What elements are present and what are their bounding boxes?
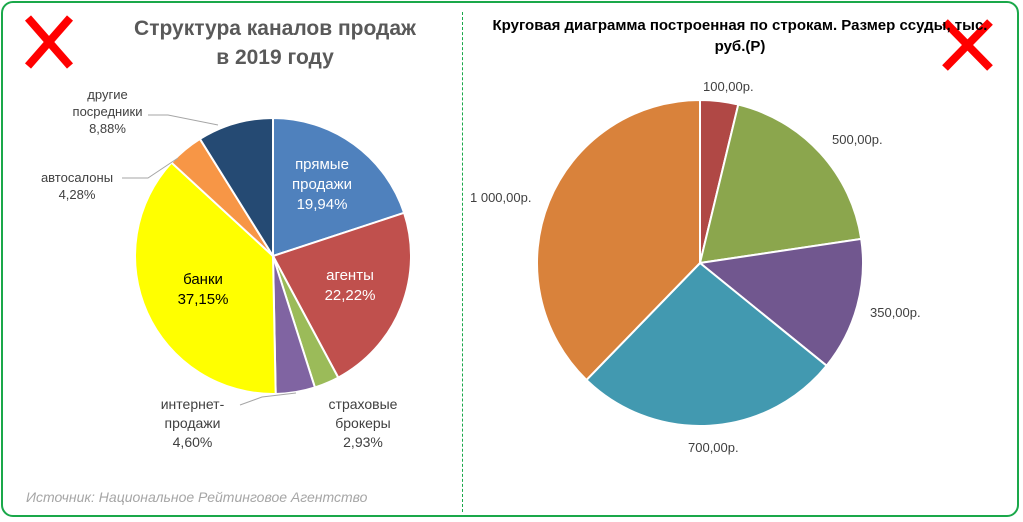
source-note: Источник: Национальное Рейтинговое Агент…: [26, 489, 368, 505]
divider: [462, 12, 463, 512]
label-drugie-posredniki: другие посредники 8,88%: [72, 87, 143, 136]
label-banki: банки 37,15%: [177, 271, 229, 308]
label-500: 500,00р.: [832, 132, 883, 147]
label-agenty: агенты 22,22%: [324, 267, 376, 304]
pie-slice-3: [585, 261, 828, 427]
pie-slice-1: [698, 103, 863, 265]
leader-lines: [122, 114, 297, 406]
label-pryamye-prodazhi: прямые продажи 19,94%: [292, 156, 352, 213]
cross-icon-right: [942, 19, 993, 71]
label-strakhovye-brokery: страховые брокеры 2,93%: [328, 396, 398, 450]
pie-slice-1: [271, 211, 412, 379]
pie-slice-2: [697, 237, 864, 368]
label-internet-prodazhi: интернет-продажи 4,60%: [160, 396, 225, 450]
label-700: 700,00р.: [688, 440, 739, 455]
right-chart-title: Круговая диаграмма построенная по строка…: [492, 17, 988, 55]
left-chart-title: Структура каналов продаж в 2019 году: [134, 17, 416, 69]
label-350: 350,00р.: [870, 305, 921, 320]
pie-slice-4: [536, 98, 701, 382]
cross-icon-left: [24, 15, 74, 69]
pie-slice-0: [272, 116, 406, 258]
label-avtosalony: автосалоны 4,28%: [40, 170, 114, 202]
label-1000: 1 000,00р.: [470, 190, 532, 205]
pie-slice-4: [134, 161, 277, 395]
label-100: 100,00р.: [703, 79, 754, 94]
pie-slice-6: [198, 116, 274, 260]
